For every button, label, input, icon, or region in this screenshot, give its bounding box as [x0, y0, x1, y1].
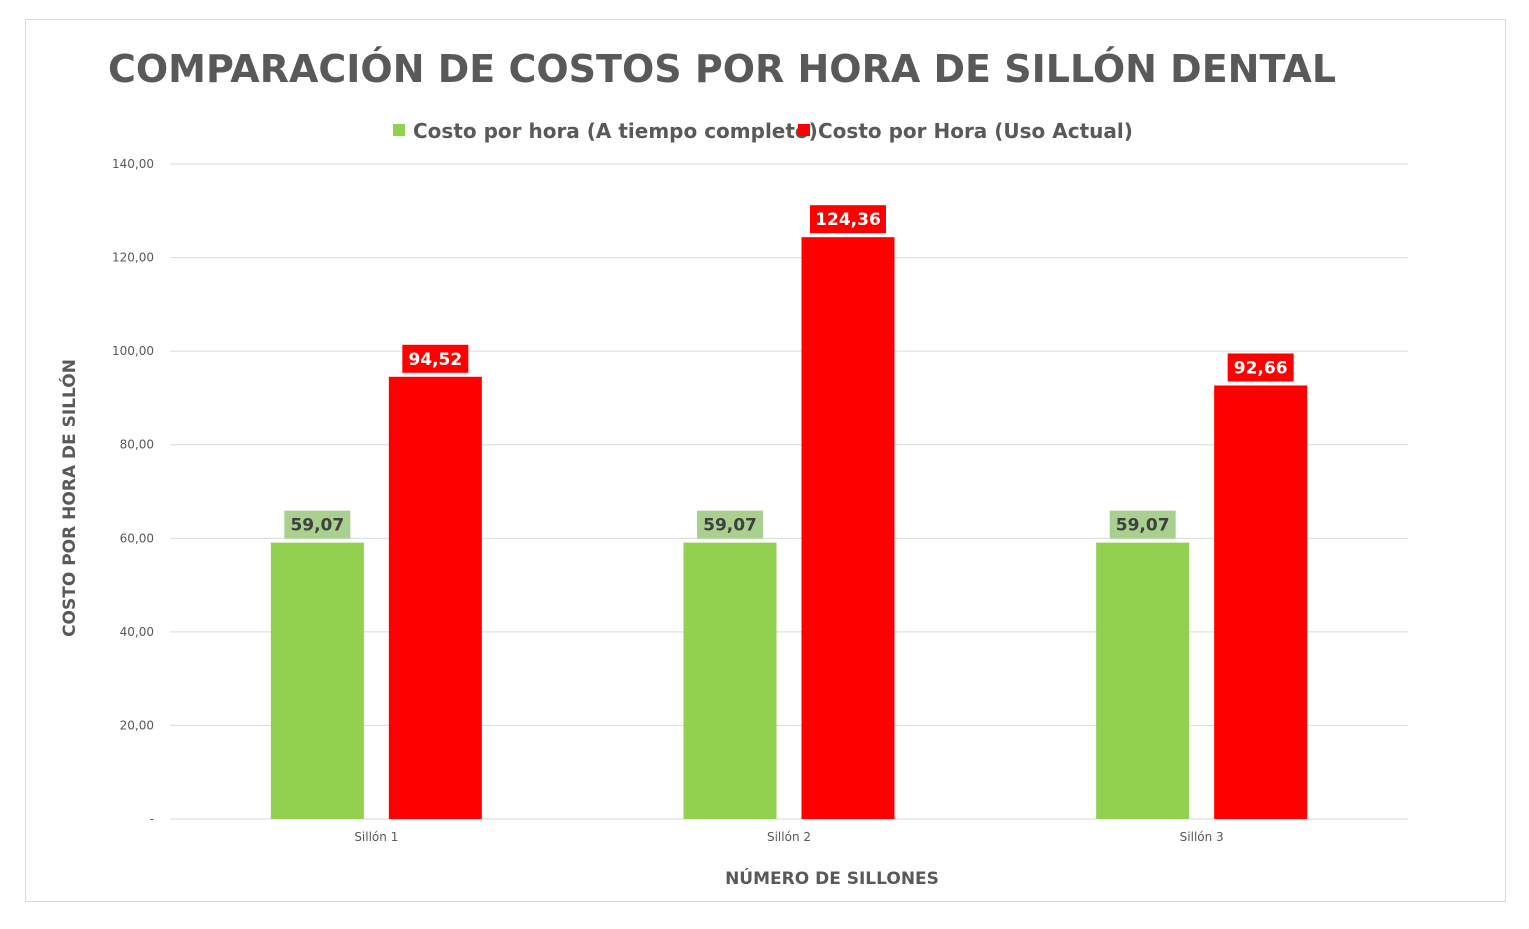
data-label-bg — [1227, 353, 1294, 382]
legend-label-current-use: Costo por Hora (Uso Actual) — [818, 119, 1133, 143]
data-label: 94,52 — [408, 350, 462, 370]
bar-current-use-1 — [388, 376, 482, 819]
gridlines — [170, 163, 1408, 820]
y-tick-label: 60,00 — [120, 531, 154, 545]
bar-current-use-3 — [1214, 385, 1308, 819]
data-label: 59,07 — [290, 516, 344, 536]
y-axis-ticks: - 20,00 40,00 60,00 80,00 100,00 120,00 140,00 — [112, 157, 154, 826]
y-tick-label: 100,00 — [112, 344, 154, 358]
y-tick-label: 80,00 — [120, 438, 154, 452]
legend-label-full-time: Costo por hora (A tiempo completo) — [413, 119, 818, 143]
data-label: 92,66 — [1234, 358, 1288, 378]
bar-full-time-3 — [1096, 542, 1190, 819]
x-axis-title: NÚMERO DE SILLONES — [725, 867, 939, 889]
data-label-bg — [284, 510, 351, 539]
data-label-bg — [697, 510, 763, 539]
bar-full-time-1 — [270, 542, 364, 819]
data-label: 59,07 — [1116, 516, 1170, 536]
y-tick-label: 40,00 — [120, 625, 154, 639]
data-label: 124,36 — [815, 210, 881, 230]
x-tick-label: Sillón 2 — [767, 830, 811, 844]
bars — [270, 237, 1308, 819]
legend-swatch-full-time — [393, 124, 405, 136]
x-tick-label: Sillón 1 — [354, 830, 398, 844]
chart-title: COMPARACIÓN DE COSTOS POR HORA DE SILLÓN… — [108, 47, 1336, 91]
data-label: 59,07 — [703, 516, 757, 536]
y-tick-label: 120,00 — [112, 251, 154, 265]
x-tick-label: Sillón 3 — [1180, 830, 1224, 844]
bar-current-use-2 — [801, 237, 895, 819]
y-tick-label: 20,00 — [120, 718, 154, 732]
legend: Costo por hora (A tiempo completo) Costo… — [393, 119, 1133, 143]
y-tick-label: - — [150, 812, 154, 826]
legend-swatch-current-use — [798, 124, 810, 136]
bar-full-time-2 — [683, 542, 777, 819]
y-tick-label: 140,00 — [112, 157, 154, 171]
data-label-bg — [402, 344, 469, 373]
data-labels: 59,07 94,52 59,07 124,36 59,07 92,66 — [284, 205, 1294, 539]
x-axis-ticks: Sillón 1 Sillón 2 Sillón 3 — [354, 830, 1223, 844]
y-axis-title: COSTO POR HORA DE SILLÓN — [58, 359, 80, 637]
data-label-bg — [1109, 510, 1176, 539]
data-label-bg — [810, 205, 886, 234]
